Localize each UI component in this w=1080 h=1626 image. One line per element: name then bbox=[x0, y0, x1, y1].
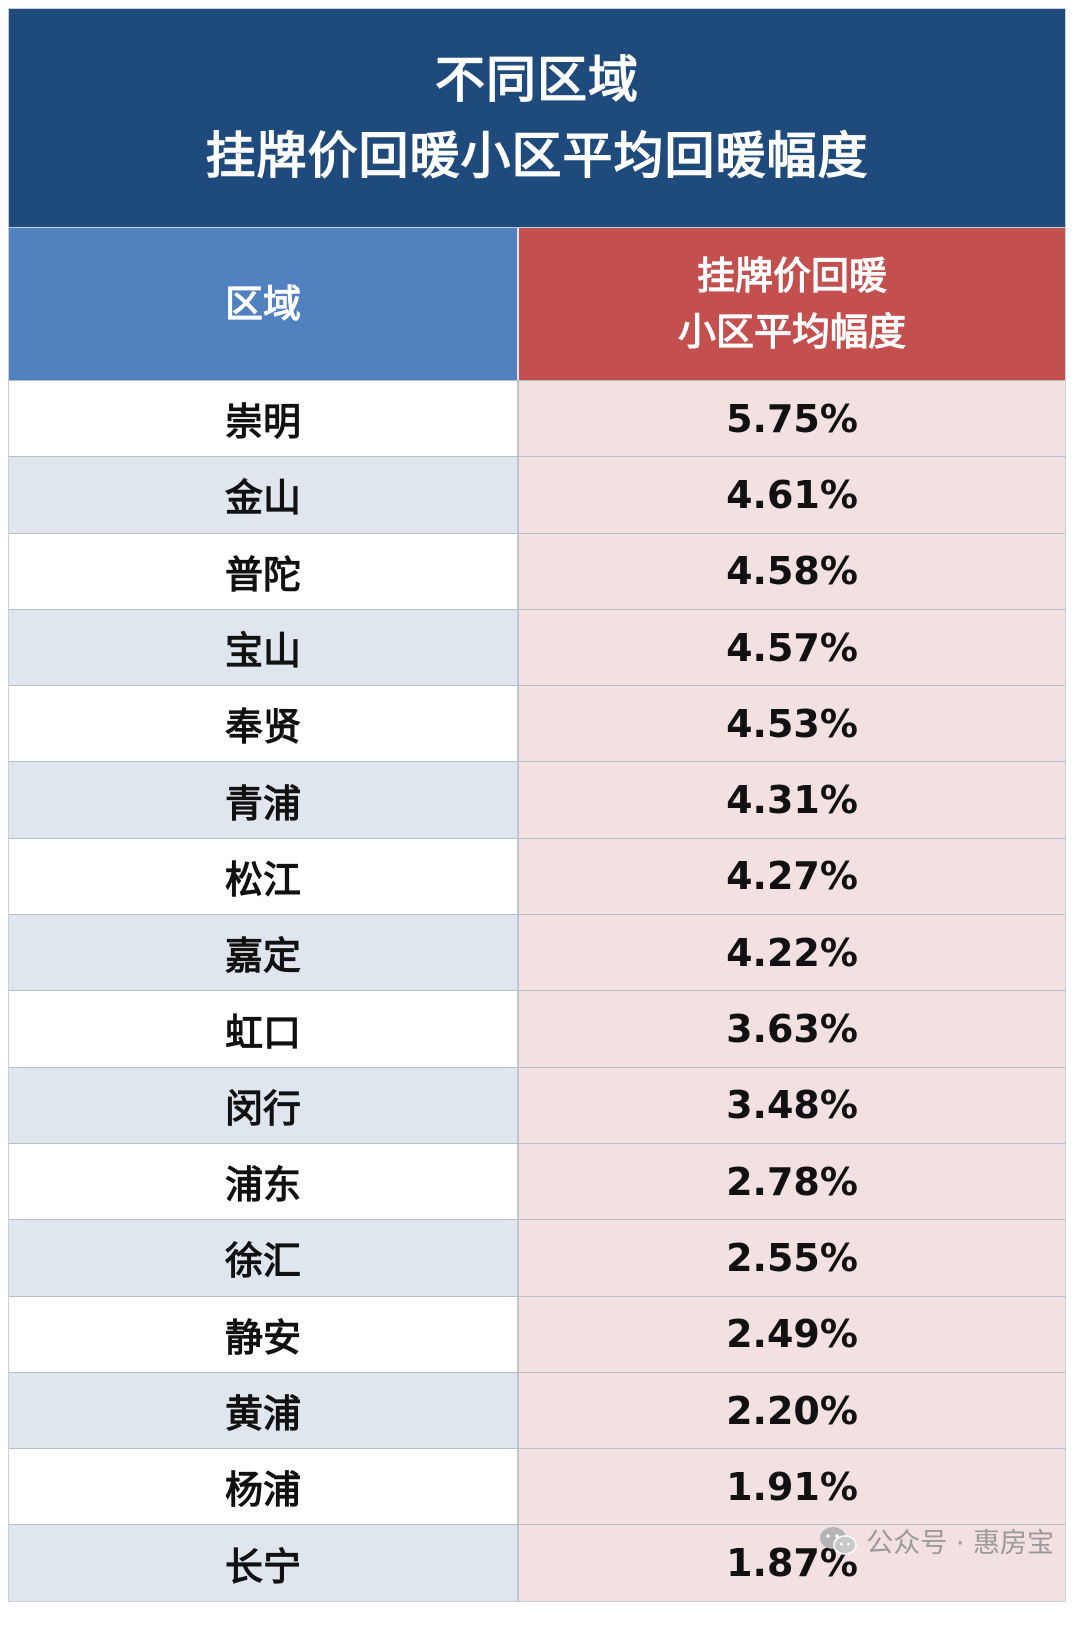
region-cell: 杨浦 bbox=[9, 1449, 519, 1525]
region-cell: 虹口 bbox=[9, 991, 519, 1067]
table-row: 长宁 1.87% bbox=[9, 1524, 1065, 1601]
table-row: 奉贤 4.53% bbox=[9, 685, 1065, 762]
table-row: 黄浦 2.20% bbox=[9, 1371, 1065, 1449]
rebound-value-cell: 1.91% bbox=[519, 1449, 1065, 1525]
region-cell: 徐汇 bbox=[9, 1220, 519, 1296]
column-header-region-label: 区域 bbox=[224, 282, 301, 326]
region-cell: 黄浦 bbox=[9, 1372, 519, 1449]
rebound-value-cell: 4.58% bbox=[519, 533, 1065, 609]
rebound-value-cell: 4.27% bbox=[519, 838, 1065, 915]
column-header-rebound-line-1: 挂牌价回暖 bbox=[696, 254, 887, 298]
region-cell: 青浦 bbox=[9, 762, 519, 838]
watermark-text: 公众号 · 惠房宝 bbox=[866, 1528, 1054, 1559]
table-row: 青浦 4.31% bbox=[9, 761, 1065, 838]
rebound-value-cell: 2.49% bbox=[519, 1296, 1065, 1372]
rebound-value-cell: 4.57% bbox=[519, 609, 1065, 686]
table-header-row: 区域 挂牌价回暖 小区平均幅度 bbox=[9, 227, 1065, 380]
table-row: 静安 2.49% bbox=[9, 1295, 1065, 1372]
column-header-region: 区域 bbox=[9, 228, 519, 380]
region-cell: 宝山 bbox=[9, 609, 519, 686]
rebound-value-cell: 3.48% bbox=[519, 1067, 1065, 1143]
rebound-value-cell: 4.22% bbox=[519, 915, 1065, 991]
table-row: 杨浦 1.91% bbox=[9, 1448, 1065, 1525]
rebound-value-cell: 4.61% bbox=[519, 457, 1065, 533]
rebound-value-cell: 4.53% bbox=[519, 686, 1065, 762]
rebound-value-cell: 1.87% bbox=[519, 1525, 1065, 1601]
region-cell: 普陀 bbox=[9, 533, 519, 609]
region-cell: 静安 bbox=[9, 1296, 519, 1372]
table-row: 浦东 2.78% bbox=[9, 1142, 1065, 1220]
table-row: 崇明 5.75% bbox=[9, 380, 1065, 457]
table-row: 闵行 3.48% bbox=[9, 1066, 1065, 1143]
region-cell: 闵行 bbox=[9, 1067, 519, 1143]
table-row: 虹口 3.63% bbox=[9, 990, 1065, 1067]
table-row: 金山 4.61% bbox=[9, 456, 1065, 533]
table-row: 松江 4.27% bbox=[9, 837, 1065, 915]
region-cell: 松江 bbox=[9, 838, 519, 915]
region-cell: 浦东 bbox=[9, 1143, 519, 1220]
watermark: 公众号 · 惠房宝 bbox=[818, 1521, 1054, 1560]
rebound-value-cell: 5.75% bbox=[519, 381, 1065, 457]
rebound-value-cell: 2.20% bbox=[519, 1372, 1065, 1449]
table-title-line-2: 挂牌价回暖小区平均回暖幅度 bbox=[205, 127, 869, 185]
region-cell: 崇明 bbox=[9, 381, 519, 457]
table-row: 宝山 4.57% bbox=[9, 608, 1065, 686]
data-table: 不同区域 挂牌价回暖小区平均回暖幅度 区域 挂牌价回暖 小区平均幅度 崇明 5.7… bbox=[8, 8, 1066, 1602]
column-header-rebound-line-2: 小区平均幅度 bbox=[677, 310, 906, 354]
region-cell: 嘉定 bbox=[9, 915, 519, 991]
table-row: 普陀 4.58% bbox=[9, 532, 1065, 609]
column-header-rebound: 挂牌价回暖 小区平均幅度 bbox=[519, 228, 1065, 380]
rebound-value-cell: 2.78% bbox=[519, 1143, 1065, 1220]
wechat-icon bbox=[820, 1526, 857, 1555]
table-row: 嘉定 4.22% bbox=[9, 914, 1065, 991]
region-cell: 奉贤 bbox=[9, 686, 519, 762]
table-title-line-1: 不同区域 bbox=[435, 51, 639, 109]
region-cell: 金山 bbox=[9, 457, 519, 533]
table-row: 徐汇 2.55% bbox=[9, 1219, 1065, 1296]
rebound-value-cell: 4.31% bbox=[519, 762, 1065, 838]
table-body: 崇明 5.75% 金山 4.61% 普陀 4.58% 宝山 4.57% 奉贤 4.53% 青浦 4.3… bbox=[9, 380, 1065, 1601]
table-title: 不同区域 挂牌价回暖小区平均回暖幅度 bbox=[9, 9, 1065, 227]
region-cell: 长宁 bbox=[9, 1525, 519, 1601]
rebound-value-cell: 3.63% bbox=[519, 991, 1065, 1067]
rebound-value-cell: 2.55% bbox=[519, 1220, 1065, 1296]
